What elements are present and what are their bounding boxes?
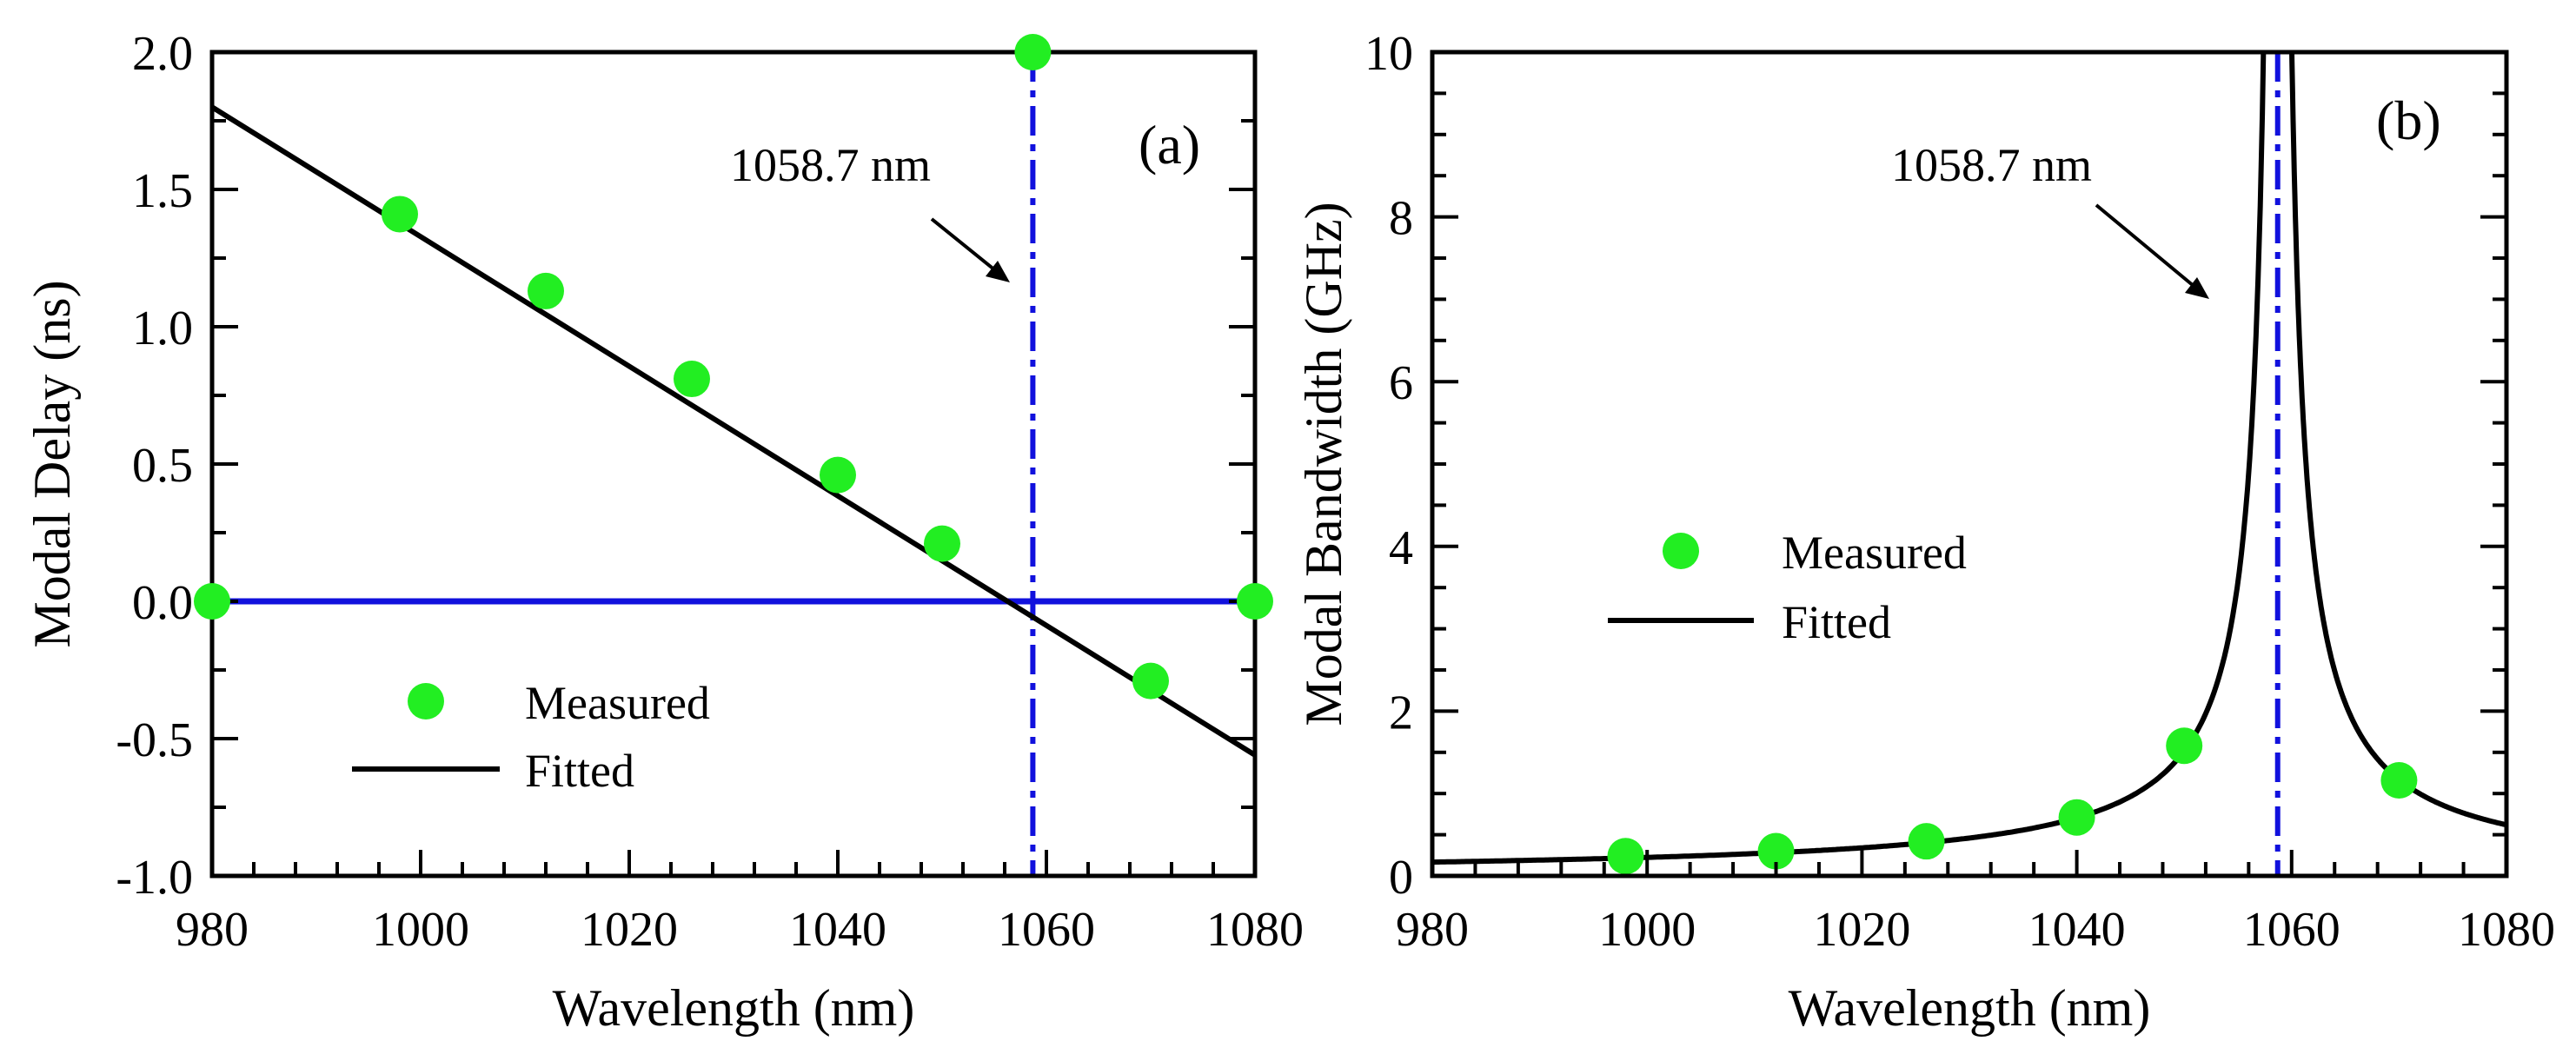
panel-b-legend-marker bbox=[1663, 533, 1699, 569]
measured-point bbox=[674, 361, 710, 398]
panel-a-reference-markers bbox=[194, 34, 1273, 620]
panel-a-legend-measured: Measured bbox=[525, 677, 710, 729]
x-tick-label: 1080 bbox=[1206, 903, 1304, 957]
x-tick-label: 1040 bbox=[789, 903, 886, 957]
panel-a-y-title: Modal Delay (ns) bbox=[23, 280, 81, 647]
measured-point bbox=[2166, 727, 2203, 765]
panel-b-fitted-curve-left bbox=[1432, 52, 2267, 865]
measured-point bbox=[1908, 823, 1945, 860]
y-tick-label: 0.5 bbox=[132, 439, 193, 493]
x-tick-label: 1060 bbox=[2243, 903, 2340, 957]
panel-a-x-title: Wavelength (nm) bbox=[553, 979, 915, 1037]
y-tick-label: 6 bbox=[1389, 356, 1413, 410]
panel-a-legend: Measured Fitted bbox=[352, 677, 710, 797]
measured-point bbox=[2380, 762, 2418, 799]
measured-point bbox=[2058, 799, 2095, 836]
panel-a-legend-marker bbox=[408, 683, 444, 719]
x-tick-label: 1000 bbox=[1598, 903, 1696, 957]
y-tick-label: 1.5 bbox=[132, 164, 193, 218]
reference-marker bbox=[1237, 583, 1273, 620]
panel-b-ticks: 980 1000 1020 1040 1060 1080 0 2 4 6 8 10 bbox=[1364, 27, 2555, 957]
panel-a-fitted-line bbox=[212, 104, 1255, 758]
x-tick-label: 980 bbox=[1396, 903, 1469, 957]
measured-point bbox=[382, 196, 418, 233]
y-tick-label: 8 bbox=[1389, 192, 1413, 246]
panel-b: 980 1000 1020 1040 1060 1080 0 2 4 6 8 10 (b) 1058.… bbox=[1295, 27, 2555, 1037]
panel-b-legend-fitted: Fitted bbox=[1782, 596, 1891, 648]
panel-b-y-title: Modal Bandwidth (GHz) bbox=[1295, 202, 1352, 726]
y-tick-label: 2 bbox=[1389, 686, 1413, 739]
y-tick-label: 0 bbox=[1389, 851, 1413, 905]
x-tick-label: 980 bbox=[176, 903, 249, 957]
panel-b-legend: Measured Fitted bbox=[1608, 527, 1967, 648]
x-tick-label: 1020 bbox=[581, 903, 678, 957]
panel-a-ref-lines bbox=[212, 52, 1255, 876]
y-tick-label: 4 bbox=[1389, 521, 1413, 575]
panel-b-legend-measured: Measured bbox=[1782, 527, 1967, 579]
panel-a: 980 1000 1020 1040 1060 1080 -1.0 -0.5 0.0 0.5 1.0… bbox=[23, 27, 1304, 1037]
y-tick-label: 2.0 bbox=[132, 27, 193, 81]
measured-point bbox=[820, 456, 856, 494]
y-tick-label: 1.0 bbox=[132, 302, 193, 355]
panel-a-annotation-arrow bbox=[930, 217, 1010, 282]
panel-b-annotation-arrow bbox=[2095, 203, 2209, 299]
y-tick-label: -0.5 bbox=[116, 713, 193, 767]
panel-b-x-title: Wavelength (nm) bbox=[1789, 979, 2151, 1037]
panel-a-label: (a) bbox=[1139, 114, 1200, 176]
y-tick-label: 10 bbox=[1364, 27, 1413, 81]
x-tick-label: 1080 bbox=[2458, 903, 2555, 957]
panel-a-ticks: 980 1000 1020 1040 1060 1080 -1.0 -0.5 0.0 0.5 1.0… bbox=[116, 27, 1304, 957]
y-tick-label: 0.0 bbox=[132, 576, 193, 630]
x-tick-label: 1040 bbox=[2028, 903, 2126, 957]
reference-marker bbox=[194, 583, 230, 620]
reference-marker bbox=[1014, 34, 1052, 70]
panel-a-legend-fitted: Fitted bbox=[525, 745, 634, 797]
panel-a-annotation: 1058.7 nm bbox=[730, 139, 931, 191]
x-tick-label: 1060 bbox=[998, 903, 1095, 957]
measured-point bbox=[1607, 838, 1644, 875]
measured-point bbox=[1757, 832, 1795, 870]
panel-a-measured-points bbox=[382, 196, 1169, 700]
panel-b-fit-curve bbox=[1432, 52, 2506, 865]
measured-point bbox=[1132, 662, 1169, 700]
x-tick-label: 1000 bbox=[372, 903, 469, 957]
y-tick-label: -1.0 bbox=[116, 851, 193, 905]
measured-point bbox=[528, 272, 564, 309]
x-tick-label: 1020 bbox=[1813, 903, 1910, 957]
panel-b-label: (b) bbox=[2376, 90, 2441, 151]
panel-b-measured-points bbox=[1607, 727, 2418, 875]
panel-a-fit-line bbox=[212, 104, 1255, 758]
panel-b-annotation: 1058.7 nm bbox=[1891, 139, 2092, 191]
measured-point bbox=[924, 525, 960, 562]
